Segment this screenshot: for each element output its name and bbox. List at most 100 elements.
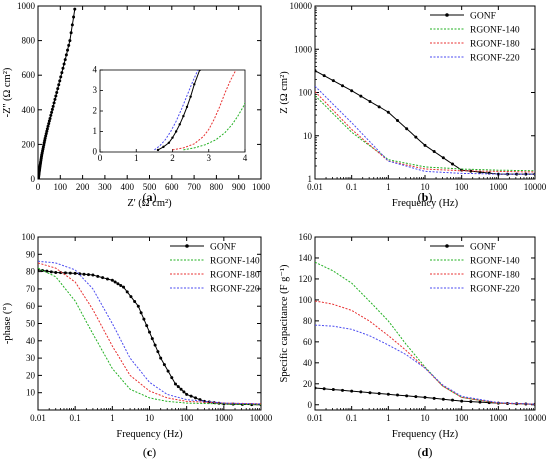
legend-label: RGONF-220 [470, 285, 520, 295]
data-point [49, 270, 53, 274]
y-tick-label: 140 [299, 253, 313, 263]
data-point [441, 397, 445, 401]
legend: GONF RGONF-140 RGONF-180 RGONF-220 [430, 243, 520, 295]
x-tick-label: 100 [455, 182, 469, 192]
inset-y-tick-label: 4 [93, 65, 98, 75]
data-point [69, 31, 73, 35]
inset-data-point [198, 70, 201, 72]
legend-label: RGONF-180 [210, 271, 260, 281]
legend-label: RGONF-220 [210, 285, 260, 295]
legend-marker [185, 244, 189, 248]
x-tick-label: 300 [98, 182, 112, 192]
panel-tag-open: ( [143, 445, 147, 459]
series-rgonf-220 [315, 324, 535, 405]
panel-tag-letter: c [147, 445, 153, 459]
data-point [170, 376, 174, 380]
data-point [60, 71, 64, 75]
data-point [423, 395, 427, 399]
data-point [469, 400, 473, 404]
y-tick-label: 0 [31, 174, 36, 184]
data-point [142, 317, 146, 321]
series-rgonf-140 [315, 261, 535, 405]
inset-y-tick-label: 2 [93, 106, 98, 116]
x-axis-label: Frequency (Hz) [116, 429, 183, 440]
series-line [315, 70, 535, 175]
legend-label: RGONF-180 [470, 271, 520, 281]
x-tick-label: 100 [54, 182, 68, 192]
data-point [331, 388, 335, 392]
data-point [61, 66, 65, 70]
data-point [53, 97, 57, 101]
data-point [460, 399, 464, 403]
data-point [173, 382, 177, 386]
inset-data-point [185, 105, 189, 109]
data-point [82, 272, 86, 276]
panel-tag-letter: a [147, 190, 153, 204]
x-tick-label: 10000 [524, 182, 547, 192]
inset-y-tick-label: 1 [93, 126, 98, 136]
data-point [63, 58, 67, 62]
inset-data-point [178, 123, 181, 126]
y-tick-label: 400 [22, 105, 36, 115]
data-point [185, 392, 189, 396]
inset-y-tick-label: 0 [93, 147, 98, 157]
data-point [414, 395, 418, 399]
y-tick-label: 1000 [294, 44, 313, 54]
data-point [451, 398, 454, 402]
x-tick-label: 500 [143, 182, 157, 192]
data-point [66, 48, 70, 52]
inset-series-line [183, 102, 245, 151]
panel-tag-letter: d [422, 445, 429, 459]
inset-series-rgonf-140 [183, 102, 245, 151]
y-tick-label: 30 [26, 353, 36, 363]
legend-label: GONF [470, 243, 496, 253]
panel-tag: (a) [143, 190, 157, 204]
data-point [91, 273, 95, 277]
data-point [122, 285, 126, 289]
legend-label: RGONF-140 [470, 257, 520, 267]
y-tick-label: 120 [299, 274, 313, 284]
data-point [441, 156, 445, 160]
data-point [101, 276, 105, 280]
y-tick-label: 20 [26, 370, 36, 380]
data-point [133, 299, 137, 303]
data-point [139, 311, 143, 315]
x-tick-label: 800 [210, 182, 224, 192]
y-tick-label: 90 [26, 249, 36, 259]
legend: GONF RGONF-140 RGONF-180 RGONF-220 [430, 12, 520, 64]
y-tick-label: 100 [299, 88, 313, 98]
data-point [451, 162, 454, 166]
x-axis-label: Frequency (Hz) [392, 198, 459, 209]
series-gonf [38, 7, 77, 179]
x-tick-label: 10000 [524, 413, 547, 423]
x-tick-label: 700 [187, 182, 201, 192]
inset-series-gonf [156, 70, 201, 152]
data-point [414, 135, 418, 139]
y-tick-label: 600 [22, 70, 36, 80]
data-point [176, 385, 180, 389]
series-line [38, 262, 261, 405]
data-point [125, 290, 129, 294]
data-point [113, 280, 117, 284]
x-tick-label: 10000 [250, 413, 273, 423]
data-point [47, 119, 51, 123]
series-gonf [315, 69, 535, 176]
data-point [57, 83, 61, 87]
x-tick-label: 100 [455, 413, 469, 423]
data-point [368, 99, 372, 103]
data-point [62, 62, 66, 66]
x-tick-label: 400 [120, 182, 134, 192]
x-axis-label: Frequency (Hz) [392, 429, 459, 440]
x-tick-label: 0 [36, 182, 41, 192]
data-point [350, 89, 354, 93]
panel-tag-open: ( [418, 445, 422, 459]
data-point [162, 363, 166, 367]
x-tick-label: 0.1 [346, 413, 357, 423]
data-point [45, 127, 49, 131]
y-tick-label: 20 [303, 379, 313, 389]
x-tick-label: 1 [386, 182, 391, 192]
y-tick-label: 160 [299, 232, 313, 242]
data-point [386, 110, 390, 114]
y-tick-label: 40 [26, 336, 36, 346]
